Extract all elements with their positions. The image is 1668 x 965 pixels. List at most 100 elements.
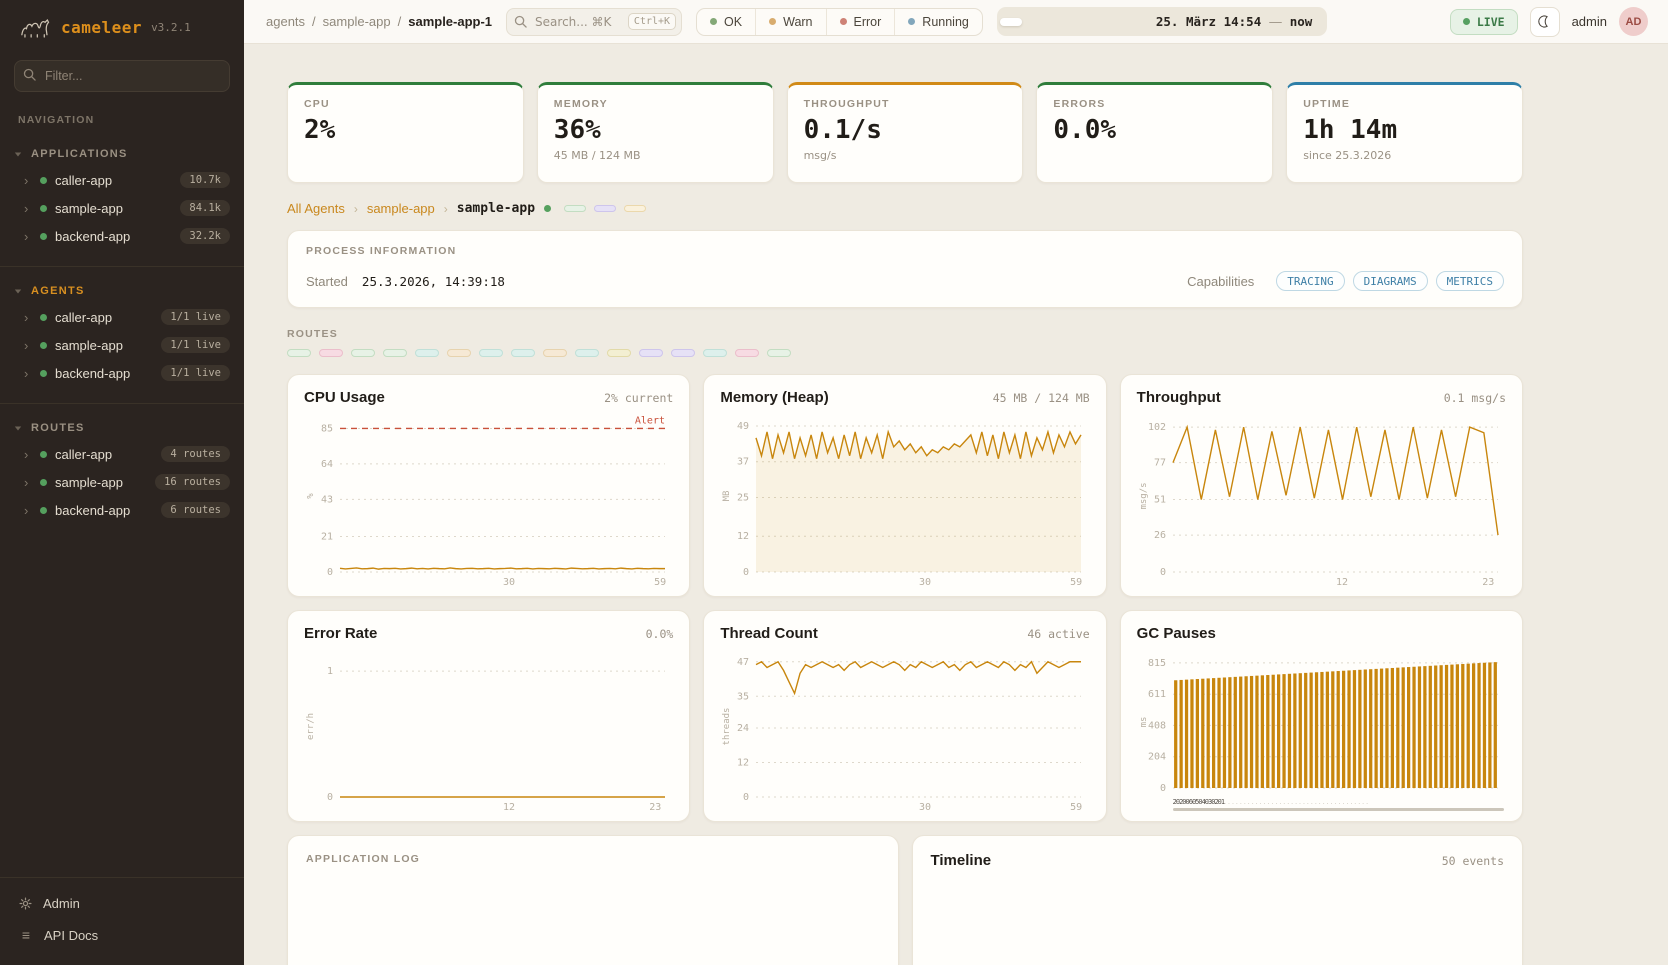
sidebar-item-route[interactable]: › sample-app 16 routes — [0, 468, 244, 496]
nav-section-routes: ROUTES › caller-app 4 routes › sample-ap… — [0, 403, 244, 536]
route-badges — [287, 349, 1523, 357]
status-dot-icon — [40, 341, 47, 349]
sidebar: cameleer v3.2.1 NAVIGATION APPLICATIONS … — [0, 0, 244, 965]
svg-text:35: 35 — [737, 691, 749, 702]
filter-input-wrap — [14, 60, 230, 92]
svg-text:77: 77 — [1154, 458, 1166, 469]
chevron-right-icon: › — [24, 446, 29, 462]
time-range-button[interactable] — [1048, 18, 1070, 26]
status-dot-icon — [40, 204, 47, 212]
route-badge[interactable] — [287, 349, 311, 357]
route-badge[interactable] — [575, 349, 599, 357]
agent-status-dot-icon — [544, 205, 552, 212]
route-badge[interactable] — [767, 349, 791, 357]
route-badge[interactable] — [511, 349, 535, 357]
breadcrumb-sample-app[interactable]: sample-app — [322, 14, 391, 29]
avatar[interactable]: AD — [1619, 7, 1648, 36]
time-range-button[interactable] — [1072, 18, 1094, 26]
route-badge[interactable] — [319, 349, 343, 357]
sidebar-item-agent[interactable]: › backend-app 1/1 live — [0, 359, 244, 387]
breadcrumb-agents[interactable]: agents — [266, 14, 306, 29]
admin-link[interactable]: Admin — [0, 888, 244, 919]
cpu-usage-chart: 0 21 43 64 85% Alert 30 59 — [304, 408, 673, 593]
live-toggle[interactable]: LIVE — [1449, 8, 1518, 35]
svg-text:815: 815 — [1148, 658, 1166, 669]
capability-badge: METRICS — [1435, 271, 1504, 291]
chevron-right-icon: › — [24, 172, 29, 188]
date-range[interactable]: 25. März 14:54 — now — [1144, 10, 1324, 33]
status-filter-chip[interactable]: OK — [697, 9, 755, 35]
metric-label: ERRORS — [1053, 98, 1106, 110]
status-filter-chip[interactable]: Warn — [755, 8, 825, 35]
search-box: Ctrl+K — [506, 7, 683, 36]
route-badge[interactable] — [447, 349, 471, 357]
status-filter-label: Error — [853, 14, 882, 29]
all-agents-link[interactable]: All Agents — [287, 201, 345, 216]
svg-text:12: 12 — [503, 802, 515, 813]
gc-xaxis-dots: ..................................... — [1224, 799, 1371, 806]
date-to: now — [1289, 14, 1313, 29]
route-badge[interactable] — [607, 349, 631, 357]
status-filter-label: OK — [724, 14, 743, 29]
app-version: v3.2.1 — [151, 20, 191, 34]
route-badge[interactable] — [415, 349, 439, 357]
agent-app-link[interactable]: sample-app — [366, 201, 435, 216]
status-dot-icon — [40, 176, 47, 184]
api-docs-link[interactable]: ≡ API Docs — [0, 919, 244, 951]
agent-current: sample-app — [456, 201, 536, 216]
sidebar-item-badge: 84.1k — [180, 200, 230, 216]
route-badge[interactable] — [671, 349, 695, 357]
sidebar-item-application[interactable]: › sample-app 84.1k — [0, 194, 244, 222]
sidebar-item-agent[interactable]: › sample-app 1/1 live — [0, 331, 244, 359]
section-label: APPLICATIONS — [31, 148, 128, 160]
filter-input[interactable] — [14, 60, 230, 92]
metric-label: MEMORY — [553, 98, 608, 110]
routes-list: › caller-app 4 routes › sample-app 16 ro… — [0, 440, 244, 524]
status-filter-chip[interactable]: Running — [894, 8, 982, 35]
svg-text:0: 0 — [327, 792, 333, 803]
chart-title: Error Rate — [304, 625, 378, 642]
time-range-button[interactable] — [1096, 18, 1118, 26]
svg-text:43: 43 — [321, 494, 333, 505]
sidebar-item-application[interactable]: › caller-app 10.7k — [0, 166, 244, 194]
route-badge[interactable] — [383, 349, 407, 357]
chevron-right-icon: › — [24, 365, 29, 381]
time-range-button[interactable] — [1024, 18, 1046, 26]
metric-card: CPU 2% — [287, 82, 524, 183]
capability-badge: TRACING — [1276, 271, 1345, 291]
breadcrumb-current: sample-app-1 — [408, 14, 493, 29]
section-header-routes[interactable]: ROUTES — [0, 414, 244, 440]
moon-icon — [1538, 15, 1549, 28]
gc-scrollbar[interactable] — [1172, 808, 1504, 811]
route-badge[interactable] — [543, 349, 567, 357]
sidebar-item-label: sample-app — [55, 200, 123, 216]
route-badge[interactable] — [703, 349, 727, 357]
sidebar-item-application[interactable]: › backend-app 32.2k — [0, 222, 244, 250]
dark-mode-toggle[interactable] — [1529, 6, 1560, 37]
svg-text:30: 30 — [919, 802, 931, 813]
svg-text:59: 59 — [1070, 577, 1082, 588]
route-badge[interactable] — [351, 349, 375, 357]
section-header-agents[interactable]: AGENTS — [0, 277, 244, 303]
date-separator: — — [1269, 14, 1282, 29]
route-badge[interactable] — [639, 349, 663, 357]
time-range-button[interactable] — [1120, 18, 1142, 26]
sidebar-item-agent[interactable]: › caller-app 1/1 live — [0, 303, 244, 331]
caret-down-icon — [14, 289, 22, 293]
camel-logo-icon — [21, 19, 50, 38]
gc-pauses-chart-card: GC Pauses 0 204 408 611 815 ms 20200605040302… — [1119, 610, 1523, 822]
status-filter-chip[interactable]: Error — [825, 8, 895, 35]
svg-text:47: 47 — [737, 657, 749, 668]
svg-text:25: 25 — [737, 492, 749, 503]
sidebar-item-route[interactable]: › caller-app 4 routes — [0, 440, 244, 468]
logo[interactable]: cameleer v3.2.1 — [0, 0, 244, 50]
time-range-button[interactable] — [999, 17, 1022, 26]
svg-text:12: 12 — [1336, 577, 1348, 588]
agent-separator: › — [443, 201, 448, 216]
metric-label: CPU — [304, 98, 330, 110]
sidebar-item-route[interactable]: › backend-app 6 routes — [0, 496, 244, 524]
route-badge[interactable] — [735, 349, 759, 357]
date-from: 25. März 14:54 — [1155, 14, 1262, 29]
route-badge[interactable] — [479, 349, 503, 357]
section-header-applications[interactable]: APPLICATIONS — [0, 140, 244, 166]
